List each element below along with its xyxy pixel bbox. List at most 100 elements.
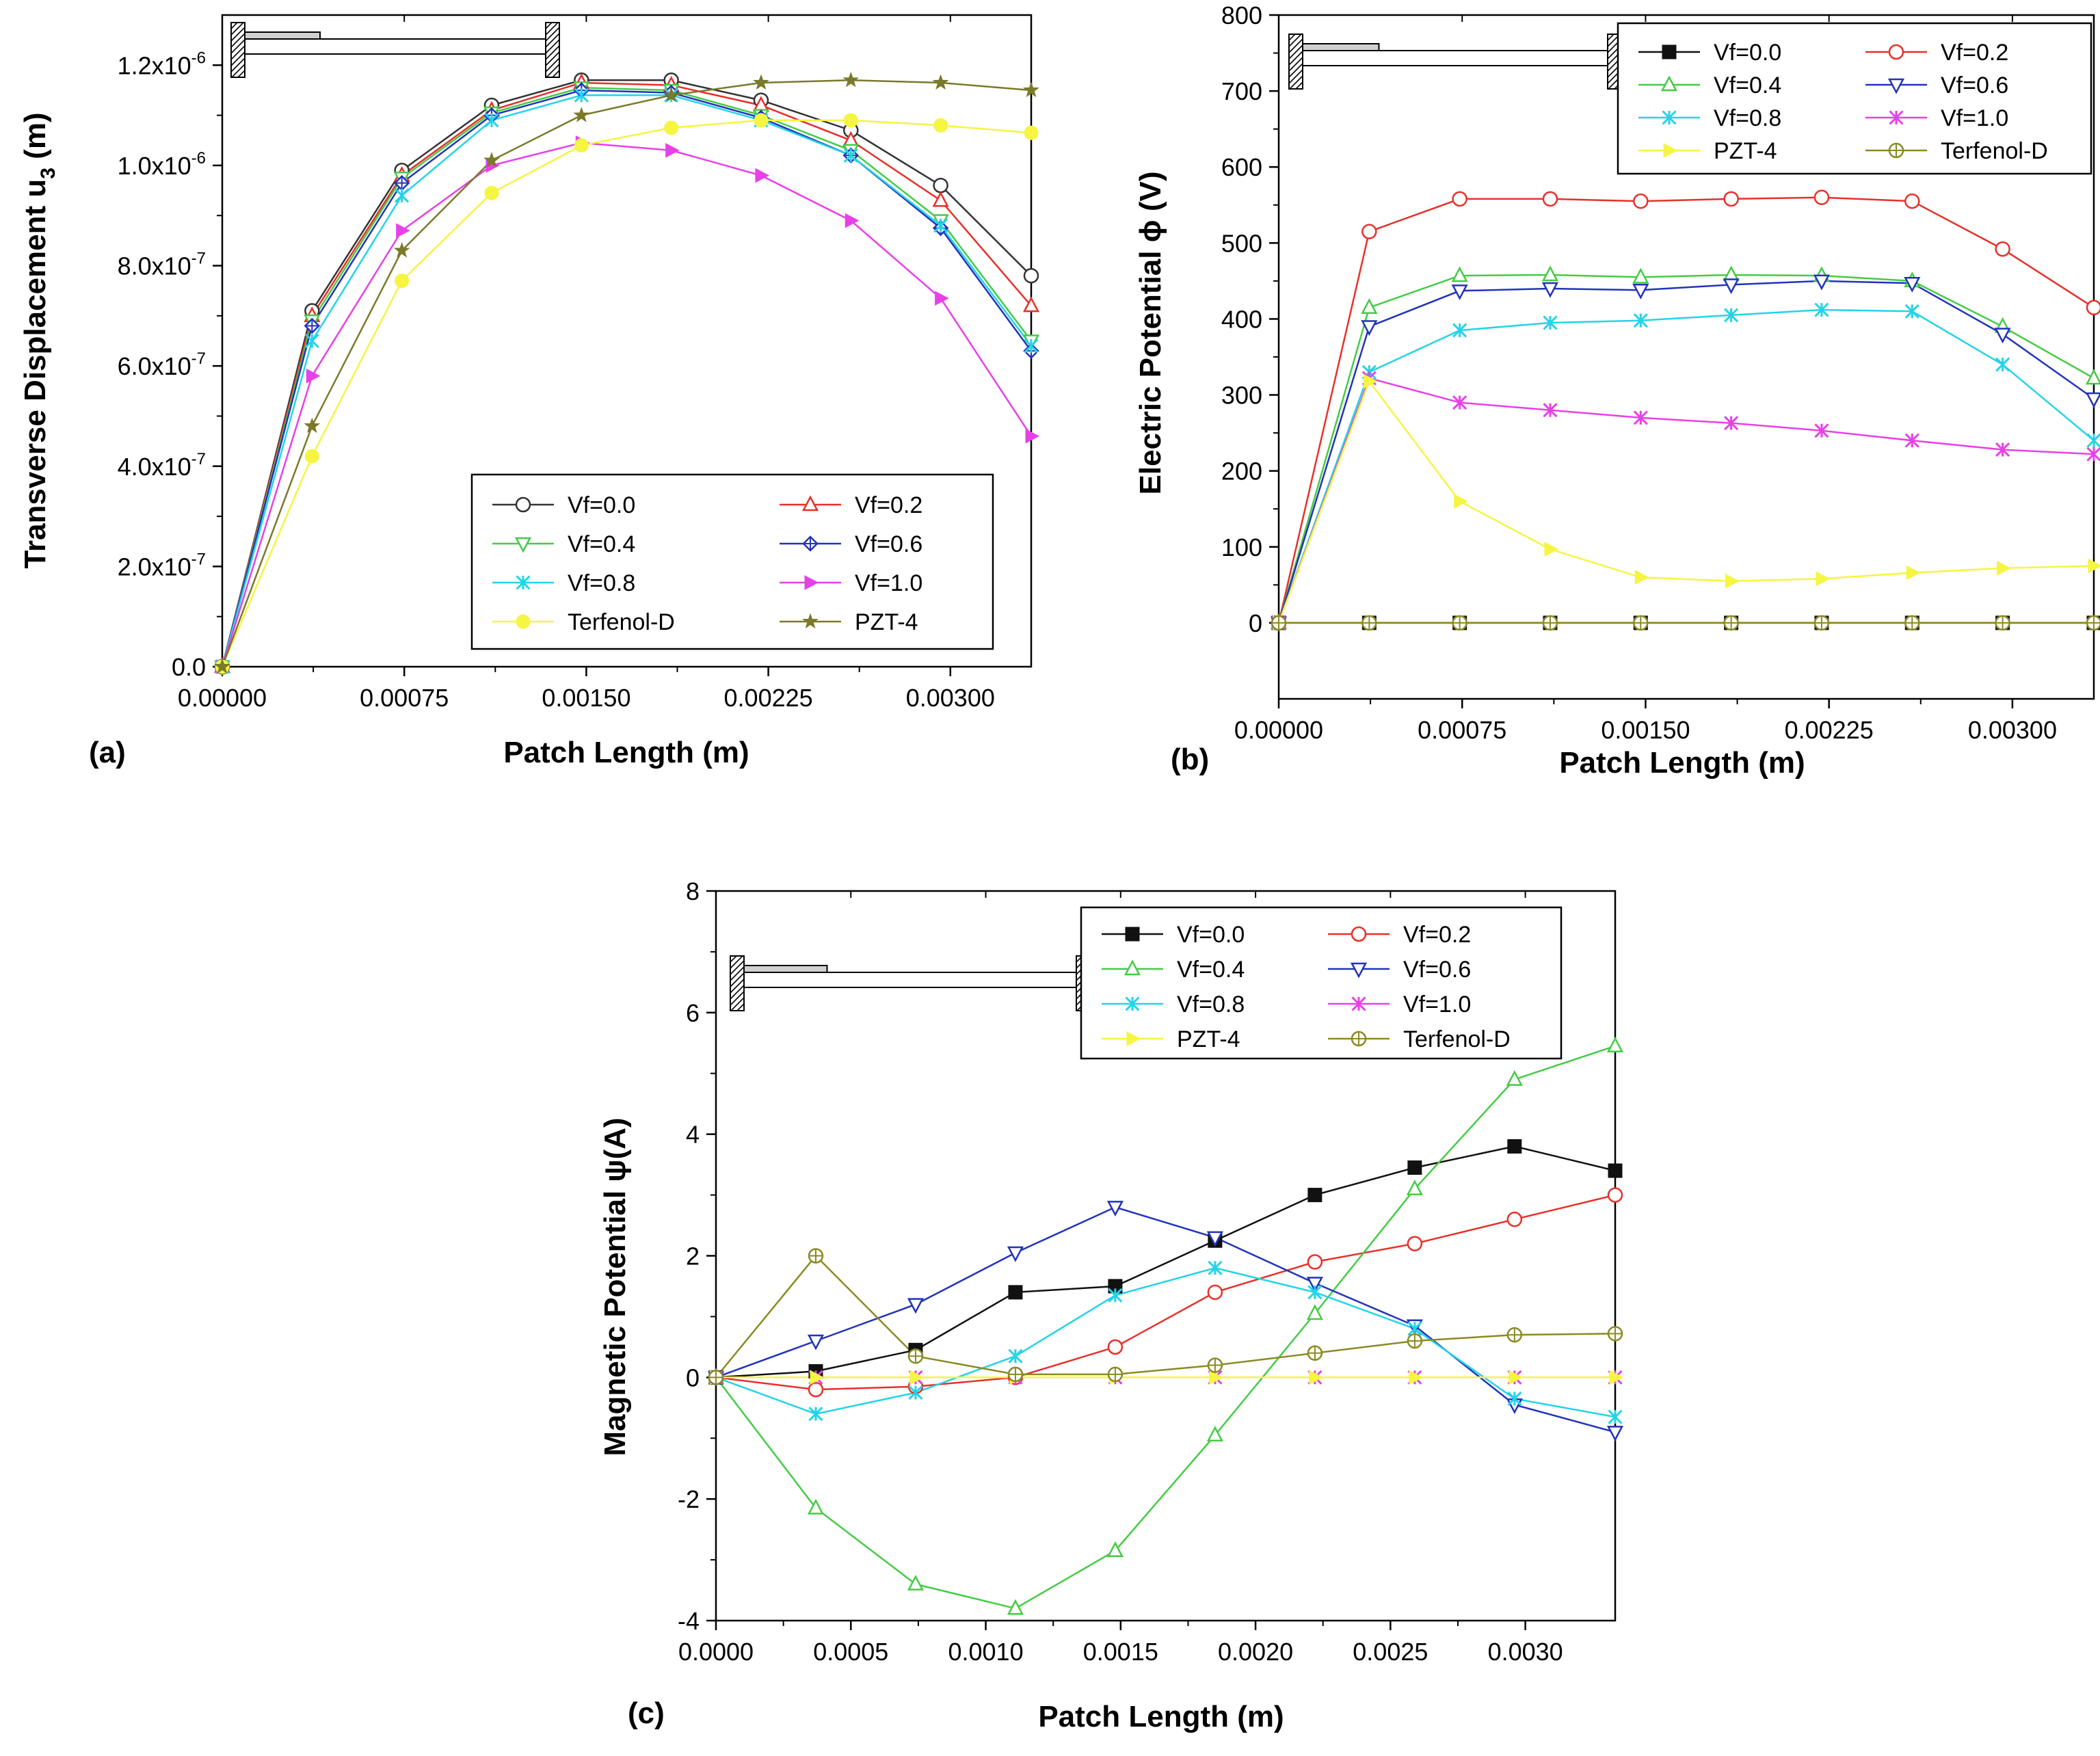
data-point xyxy=(214,658,230,674)
data-point xyxy=(1904,276,1921,293)
data-point xyxy=(909,1370,925,1385)
legend-entry-label: PZT-4 xyxy=(855,609,918,635)
data-point xyxy=(396,223,410,239)
y-tick-label: 300 xyxy=(1221,382,1262,410)
data-point xyxy=(664,120,679,135)
y-tick-label: 6.0x10-7 xyxy=(118,349,206,380)
data-point xyxy=(1633,313,1648,328)
series-line-vf-0-6 xyxy=(221,89,1033,667)
legend-entry-label: Vf=0.6 xyxy=(855,531,922,557)
data-point xyxy=(1543,315,1558,330)
x-tick-label: 0.0030 xyxy=(1488,1638,1563,1666)
data-point xyxy=(1506,1069,1523,1086)
y-tick-label: -2 xyxy=(678,1485,700,1513)
data-point xyxy=(1607,1187,1623,1203)
x-tick-label: 0.0000 xyxy=(678,1638,754,1666)
data-point xyxy=(1271,615,1287,631)
data-point xyxy=(1452,615,1467,631)
data-point xyxy=(1904,304,1919,319)
legend-marker xyxy=(801,495,819,511)
data-point xyxy=(1906,565,1921,581)
data-point xyxy=(1307,1345,1323,1361)
legend-entry-label: Vf=0.8 xyxy=(568,570,635,596)
data-point xyxy=(1544,542,1559,557)
x-tick-label: 0.0010 xyxy=(948,1638,1023,1666)
data-point xyxy=(1022,296,1040,312)
legend-marker xyxy=(1888,44,1904,60)
data-point xyxy=(1506,1327,1523,1343)
data-point xyxy=(1361,298,1378,315)
series-line-vf-1-0 xyxy=(1277,377,2095,624)
data-point xyxy=(1007,1599,1024,1615)
data-point xyxy=(574,138,589,153)
y-axis-title: Electric Potential ϕ (V) xyxy=(1134,171,1167,494)
y-tick-label: 8 xyxy=(686,877,700,905)
series-line-terfenol-d xyxy=(221,119,1032,667)
legend-entry-label: Vf=0.0 xyxy=(1177,922,1245,948)
data-point xyxy=(1023,267,1039,284)
data-point xyxy=(1024,338,1039,354)
data-point xyxy=(1508,1370,1523,1385)
data-point xyxy=(1208,1260,1223,1275)
data-point xyxy=(1813,189,1830,205)
legend-marker xyxy=(804,575,819,590)
legend-marker xyxy=(1662,44,1677,59)
data-point xyxy=(1361,615,1377,631)
x-axis-title: Patch Length (m) xyxy=(503,736,749,769)
data-point xyxy=(1995,442,2010,457)
data-point xyxy=(1363,373,1378,389)
data-point xyxy=(1725,573,1740,589)
data-point xyxy=(1361,224,1377,239)
data-point xyxy=(1816,571,1831,587)
data-point xyxy=(1106,1541,1124,1557)
data-point xyxy=(574,88,589,103)
x-tick-label: 0.00225 xyxy=(724,684,813,712)
series-line-vf-0-0 xyxy=(715,1145,1616,1379)
data-point xyxy=(1606,1426,1624,1442)
data-point xyxy=(665,143,680,158)
data-point xyxy=(1507,1139,1522,1154)
y-tick-label: 500 xyxy=(1221,229,1262,257)
x-tick-label: 0.00150 xyxy=(1601,716,1690,744)
data-point xyxy=(1541,282,1559,298)
data-point xyxy=(1542,191,1558,207)
panel-letter: (c) xyxy=(628,1697,665,1730)
legend-entry-label: Vf=0.2 xyxy=(1941,40,2008,66)
data-point xyxy=(1814,423,1829,438)
beam-schematic-icon xyxy=(1288,34,1622,90)
data-point xyxy=(573,107,590,122)
data-point xyxy=(1724,308,1739,323)
data-point xyxy=(304,417,321,434)
legend-marker xyxy=(1888,142,1904,159)
legend-entry-label: Vf=0.0 xyxy=(1714,40,1781,66)
data-point xyxy=(1361,320,1378,336)
x-tick-label: 0.0005 xyxy=(813,1638,888,1666)
data-point xyxy=(1607,1326,1623,1342)
data-point xyxy=(907,1348,924,1364)
data-point xyxy=(1107,1339,1124,1355)
x-tick-label: 0.00075 xyxy=(360,684,449,712)
data-point xyxy=(1409,1370,1423,1385)
data-point xyxy=(933,177,948,194)
x-tick-label: 0.00300 xyxy=(906,684,995,712)
legend: Vf=0.0 Vf=0.2 Vf=0.4 Vf=0.6 Vf=0.8 Vf=1.0 PZT-… xyxy=(1617,22,2092,175)
data-point xyxy=(2085,392,2100,408)
data-point xyxy=(1507,1391,1522,1407)
data-point xyxy=(1813,274,1831,291)
legend-entry-label: Vf=0.8 xyxy=(1177,992,1245,1017)
data-point xyxy=(1407,1236,1423,1251)
data-point xyxy=(1454,494,1468,509)
beam-schematic-icon xyxy=(230,22,560,78)
data-point xyxy=(1207,1357,1223,1373)
series-line-vf-1-0 xyxy=(221,142,1033,667)
legend-entry-label: Vf=0.2 xyxy=(855,492,922,518)
series-line-vf-0-2 xyxy=(715,1194,1616,1391)
data-point xyxy=(1452,395,1467,410)
legend-marker xyxy=(515,496,531,513)
data-point xyxy=(2085,369,2100,385)
data-point xyxy=(1506,1211,1523,1227)
data-point xyxy=(1814,302,1829,317)
data-point xyxy=(1724,416,1739,431)
legend-entry-label: Vf=0.4 xyxy=(1714,72,1781,98)
